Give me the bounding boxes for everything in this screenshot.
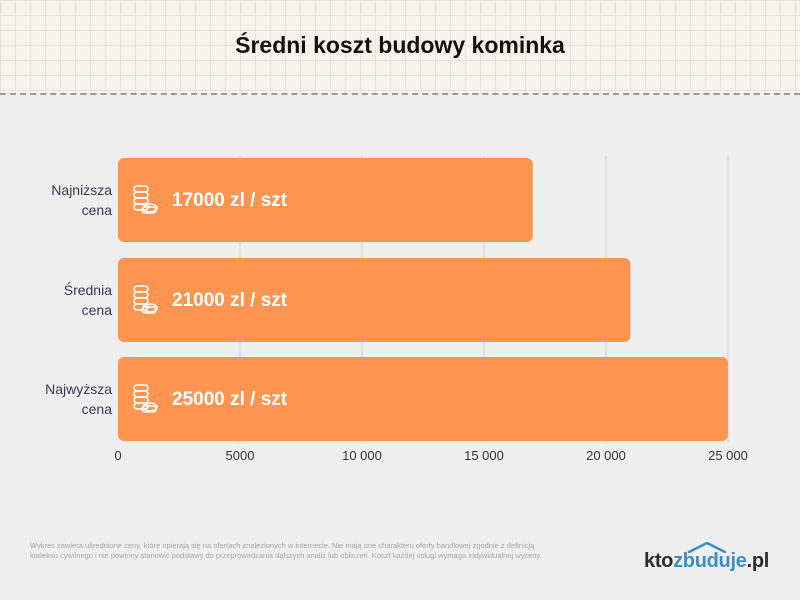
coin-stack-icon xyxy=(133,185,158,214)
header-grid-background xyxy=(0,0,800,93)
header-divider xyxy=(0,93,800,95)
category-label-line: Najniższa xyxy=(51,182,112,198)
bar xyxy=(118,158,533,242)
logo-roof-icon xyxy=(687,541,727,553)
x-tick-label: 10 000 xyxy=(342,448,382,463)
x-tick-label: 20 000 xyxy=(586,448,626,463)
bar-data-label: 21000 zl / szt xyxy=(172,290,288,311)
category-label-line: Najwyższa xyxy=(45,381,112,397)
bar xyxy=(118,357,728,441)
chart-title: Średni koszt budowy kominka xyxy=(235,32,565,58)
x-tick-label: 5000 xyxy=(226,448,255,463)
logo[interactable]: ktozbuduje.pl xyxy=(644,550,769,573)
category-label-line: cena xyxy=(81,302,112,318)
logo-part-pl: .pl xyxy=(746,550,770,572)
category-label: Najniższa cena xyxy=(2,180,112,220)
logo-part-kto: kto xyxy=(644,550,674,572)
category-label-line: Średnia xyxy=(63,282,112,298)
coin-stack-icon xyxy=(133,384,158,413)
category-label-line: cena xyxy=(81,401,112,417)
x-tick-label: 15 000 xyxy=(464,448,504,463)
bar-data-label: 17000 zl / szt xyxy=(172,190,288,211)
bar-data-label: 25000 zl / szt xyxy=(172,389,288,410)
coin-stack-icon xyxy=(133,285,158,314)
category-label: Średnia cena xyxy=(2,280,112,320)
category-label: Najwyższa cena xyxy=(2,379,112,419)
x-tick-label: 0 xyxy=(114,448,121,463)
x-tick-label: 25 000 xyxy=(708,448,748,463)
category-label-line: cena xyxy=(81,202,112,218)
bar xyxy=(118,258,631,342)
logo-part-zbuduje: zbuduje xyxy=(673,550,747,572)
footnote: Wykres zawiera uśrednione ceny, które op… xyxy=(30,541,542,560)
